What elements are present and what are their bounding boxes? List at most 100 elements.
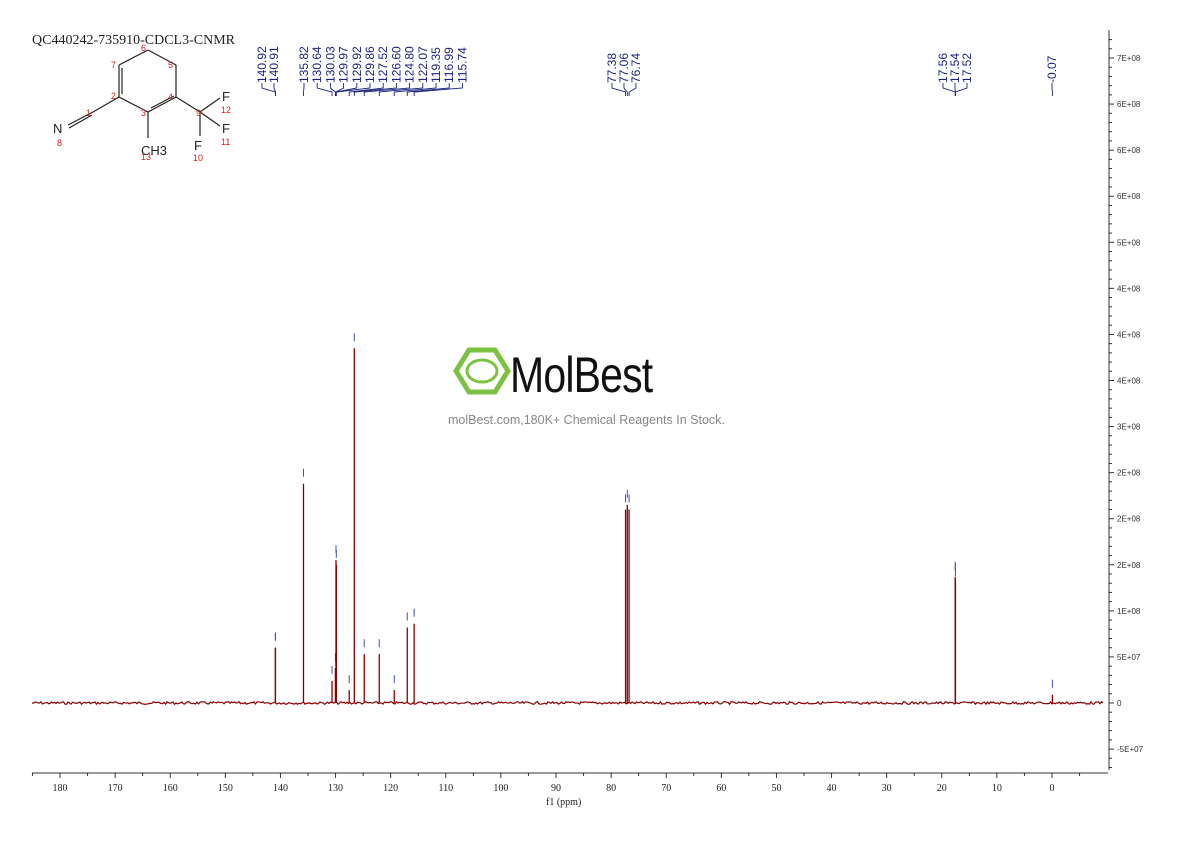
peak-label: 126.60 [389, 46, 403, 83]
peak-label-connector [406, 83, 450, 96]
peak-label-connector [413, 83, 463, 96]
peak-label: 129.92 [350, 46, 364, 83]
atom-number-10: 10 [193, 153, 203, 163]
peak-label-connector [335, 83, 345, 96]
peak-label: 130.03 [323, 46, 337, 83]
x-tick-label: 130 [328, 783, 343, 794]
peak-label-connector [348, 83, 384, 96]
x-tick-label: 160 [163, 783, 178, 794]
peak-label: 17.54 [948, 53, 962, 83]
peak-label-connector [353, 83, 397, 96]
y-tick-label: -5E+07 [1117, 745, 1144, 754]
peak-label: 127.52 [376, 46, 390, 83]
atom-number-6: 6 [141, 43, 146, 53]
peak-label-connector [393, 83, 437, 96]
y-tick-label: 2E+08 [1117, 561, 1141, 570]
atom-number-8: 8 [57, 138, 62, 148]
peak-label: 77.06 [617, 53, 631, 83]
peak-label-connector [335, 83, 371, 96]
peak-label-connector [628, 83, 637, 96]
peak-label: 140.92 [255, 46, 269, 83]
peak-label-connector [316, 83, 333, 96]
x-tick-label: 180 [53, 783, 68, 794]
peak-label: 129.86 [363, 46, 377, 83]
y-tick-label: 0 [1117, 699, 1122, 708]
y-tick-label: 6E+08 [1117, 146, 1141, 155]
peak-label-connector [623, 83, 628, 96]
peak-label: 129.97 [337, 46, 351, 83]
y-tick-label: 4E+08 [1117, 377, 1141, 386]
molbest-logo-icon [453, 347, 511, 395]
atom-nitrogen: N [53, 121, 62, 136]
y-tick-label: 6E+08 [1117, 192, 1141, 201]
x-tick-label: 70 [661, 783, 671, 794]
y-tick-label: 3E+08 [1117, 423, 1141, 432]
x-tick-label: 80 [606, 783, 616, 794]
atom-number-4: 4 [168, 92, 173, 102]
peak-label: 130.64 [310, 46, 324, 83]
peak-label: 115.74 [455, 47, 469, 83]
peak-label: 119.35 [429, 47, 443, 83]
y-tick-label: 6E+08 [1117, 100, 1141, 109]
peak-label: -0.07 [1045, 55, 1059, 83]
peak-label: 116.99 [442, 47, 456, 83]
peak-label-connector [378, 83, 424, 96]
peak-label-connector [363, 83, 411, 96]
peak-label: 124.80 [403, 46, 417, 83]
x-tick-label: 50 [771, 783, 781, 794]
spectrum-baseline [31, 700, 1104, 706]
atom-fluorine-10: F [194, 138, 202, 153]
atom-methyl: CH3 [141, 143, 167, 158]
y-tick-label: 5E+07 [1117, 653, 1141, 662]
x-tick-label: 0 [1050, 783, 1055, 794]
atom-number-13: 13 [141, 152, 151, 162]
x-tick-label: 40 [827, 783, 837, 794]
peak-label-connector [942, 83, 956, 96]
atom-number-9: 9 [196, 108, 201, 118]
x-tick-label: 170 [108, 783, 123, 794]
y-tick-label: 1E+08 [1117, 607, 1141, 616]
x-tick-label: 120 [383, 783, 398, 794]
x-tick-label: 20 [937, 783, 947, 794]
atom-number-3: 3 [141, 108, 146, 118]
peak-label: 77.38 [605, 53, 619, 83]
y-tick-label: 4E+08 [1117, 284, 1141, 293]
x-axis-label: f1 (ppm) [546, 797, 582, 808]
atom-number-7: 7 [111, 60, 116, 70]
x-tick-label: 90 [551, 783, 561, 794]
y-tick-label: 4E+08 [1117, 330, 1141, 339]
peak-label-connector [329, 83, 336, 96]
atom-number-2: 2 [111, 91, 116, 101]
watermark-tagline: molBest.com,180K+ Chemical Reagents In S… [448, 413, 725, 427]
atom-number-12: 12 [221, 105, 231, 115]
x-tick-label: 100 [493, 783, 508, 794]
atom-number-11: 11 [221, 137, 230, 147]
x-tick-label: 140 [273, 783, 288, 794]
peak-label: 140.91 [267, 46, 281, 83]
y-tick-label: 5E+08 [1117, 238, 1141, 247]
peak-label: 135.82 [297, 46, 311, 83]
atom-number-5: 5 [168, 60, 173, 70]
atom-fluorine-11: F [222, 121, 230, 136]
peak-label-connector [954, 83, 968, 96]
x-tick-label: 60 [716, 783, 726, 794]
peak-label-connector [261, 83, 276, 96]
y-tick-label: 7E+08 [1117, 54, 1141, 63]
molbest-brand: MolBest [510, 347, 653, 403]
peak-label: 17.56 [936, 53, 950, 83]
y-tick-label: 2E+08 [1117, 469, 1141, 478]
peak-label: 17.52 [960, 53, 974, 83]
x-tick-label: 30 [882, 783, 892, 794]
peak-label-connector [303, 83, 305, 96]
x-tick-label: 110 [438, 783, 453, 794]
atom-number-1: 1 [86, 108, 91, 118]
peak-label: 122.07 [416, 46, 430, 83]
peak-label-connector [273, 83, 276, 96]
atom-fluorine-12: F [222, 89, 230, 104]
spectrum-title: QC440242-735910-CDCL3-CNMR [32, 33, 236, 48]
x-tick-label: 10 [992, 783, 1002, 794]
x-tick-label: 150 [218, 783, 233, 794]
peak-label-connector [611, 83, 627, 96]
y-tick-label: 2E+08 [1117, 515, 1141, 524]
